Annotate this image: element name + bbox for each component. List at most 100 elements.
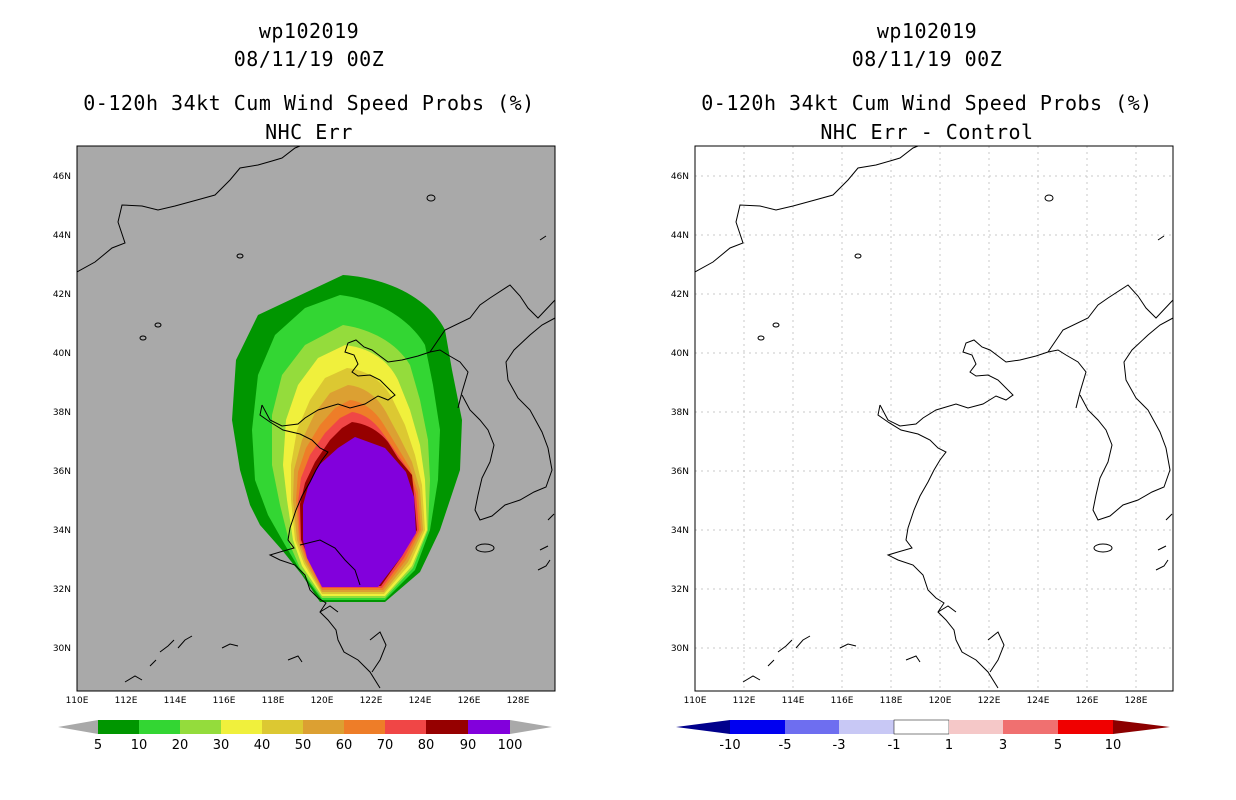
coastline-bohai [879, 339, 1087, 427]
lon-label: 124E [1027, 696, 1050, 706]
lat-label: 34N [53, 526, 71, 536]
colorbar-segment [221, 720, 262, 734]
colorbar-segment [468, 720, 510, 734]
island-2 [236, 253, 244, 259]
islands-south [124, 605, 387, 683]
colorbar-low-arrow [58, 720, 98, 734]
colorbar-segment [785, 720, 839, 734]
datetime-title: 08/11/19 00Z [851, 47, 1003, 71]
lon-label: 114E [782, 696, 805, 706]
difference-map: 110E 112E 114E 116E 118E 120E 122E 124E … [671, 145, 1174, 753]
colorbar-label: 10 [131, 738, 148, 753]
colorbar-segment [180, 720, 221, 734]
lon-ticks: 110E 112E 114E 116E 118E 120E 122E 124E … [684, 696, 1148, 706]
right-panel: wp102019 08/11/19 00Z 0-120h 34kt Cum Wi… [618, 0, 1236, 800]
coastline-north-korea [429, 284, 555, 353]
colorbar-segment [839, 720, 894, 734]
coastline-china-east-river [299, 539, 361, 586]
map-frame [76, 145, 556, 692]
subtitle: NHC Err - Control [820, 120, 1034, 144]
lon-label: 122E [978, 696, 1001, 706]
colorbar-low-arrow [676, 720, 730, 734]
lat-label: 42N [671, 290, 689, 300]
colorbar-left: 5 10 20 30 40 50 60 70 80 90 100 [58, 720, 552, 753]
lon-label: 122E [360, 696, 383, 706]
islands-south [742, 605, 1005, 683]
lat-label: 36N [671, 467, 689, 477]
lat-label: 36N [53, 467, 71, 477]
lon-label: 116E [831, 696, 854, 706]
lat-label: 30N [671, 644, 689, 654]
lat-label: 46N [53, 172, 71, 182]
product-title: 0-120h 34kt Cum Wind Speed Probs (%) [701, 91, 1153, 115]
colorbar-segment [1003, 720, 1058, 734]
colorbar-segment [426, 720, 468, 734]
lon-label: 116E [213, 696, 236, 706]
colorbar-label: 50 [295, 738, 312, 753]
coastline-korea [461, 317, 555, 521]
lon-label: 110E [66, 696, 89, 706]
colorbar-label: 10 [1105, 738, 1122, 753]
island-jeju [475, 543, 495, 553]
island-3 [154, 322, 162, 328]
lon-label: 112E [733, 696, 756, 706]
subtitle: NHC Err [265, 120, 353, 144]
colorbar-label: 5 [94, 738, 102, 753]
colorbar-segment [385, 720, 426, 734]
island-3 [772, 322, 780, 328]
island-4 [757, 335, 765, 341]
coastlines [695, 146, 1173, 689]
island-1 [1044, 194, 1054, 202]
map-frame [694, 145, 1174, 692]
island-2 [854, 253, 862, 259]
lon-label: 128E [507, 696, 530, 706]
datetime-title: 08/11/19 00Z [233, 47, 385, 71]
colorbar-label: -3 [833, 738, 846, 753]
colorbar-segment [98, 720, 139, 734]
coastline-east-china [259, 404, 381, 689]
coastline-north-korea [1047, 284, 1173, 353]
storm-id-title: wp102019 [258, 19, 360, 43]
island-jeju [1093, 543, 1113, 553]
lon-label: 124E [409, 696, 432, 706]
map-background [695, 146, 1173, 691]
colorbar-label: -5 [779, 738, 792, 753]
colorbar-label: 90 [460, 738, 477, 753]
colorbar-label: 80 [418, 738, 435, 753]
colorbar-label: 60 [336, 738, 353, 753]
lat-label: 32N [671, 585, 689, 595]
coastline-korea [1079, 317, 1173, 521]
colorbar-label: 40 [254, 738, 271, 753]
colorbar-segment [139, 720, 180, 734]
colorbar-segment [949, 720, 1003, 734]
lon-label: 120E [929, 696, 952, 706]
lat-label: 32N [53, 585, 71, 595]
coastline-east-china [877, 404, 999, 689]
colorbar-high-arrow [1113, 720, 1170, 734]
lon-label: 112E [115, 696, 138, 706]
lat-label: 46N [671, 172, 689, 182]
probability-map: 110E 112E 114E 116E 118E 120E 122E 124E … [53, 145, 556, 753]
lat-label: 44N [53, 231, 71, 241]
island-1 [426, 194, 436, 202]
colorbar-segment [262, 720, 303, 734]
coastlines [77, 146, 555, 689]
lat-label: 34N [671, 526, 689, 536]
lon-label: 118E [262, 696, 285, 706]
lon-label: 126E [1076, 696, 1099, 706]
colorbar-label: 20 [172, 738, 189, 753]
colorbar-label: -10 [719, 738, 740, 753]
islands-east [1155, 235, 1173, 571]
islands-east [537, 235, 555, 571]
gridlines [695, 146, 1173, 691]
coastline-bohai [261, 339, 469, 427]
lon-label: 120E [311, 696, 334, 706]
lon-label: 128E [1125, 696, 1148, 706]
colorbar-label: 5 [1054, 738, 1062, 753]
colorbar-high-arrow [510, 720, 552, 734]
lon-ticks: 110E 112E 114E 116E 118E 120E 122E 124E … [66, 696, 530, 706]
lat-ticks: 30N 32N 34N 36N 38N 40N 42N 44N 46N [671, 172, 689, 654]
colorbar-segment [303, 720, 344, 734]
colorbar-segment [893, 719, 950, 735]
lon-label: 110E [684, 696, 707, 706]
